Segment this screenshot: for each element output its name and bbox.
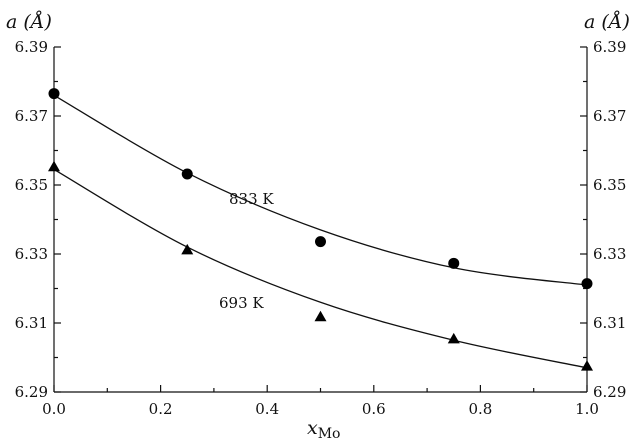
y-tick-label-right: 6.33 xyxy=(593,245,626,263)
y-tick-label-left: 6.35 xyxy=(15,176,48,194)
x-tick-label: 0.6 xyxy=(362,400,386,418)
y-tick-label-right: 6.29 xyxy=(593,383,626,401)
x-axis-title: xMo xyxy=(307,417,340,442)
data-point-triangle xyxy=(48,160,60,172)
fit-curves xyxy=(53,94,588,369)
fit-curve-833k xyxy=(53,94,588,286)
data-point-circle xyxy=(48,88,60,100)
y-tick-label-left: 6.39 xyxy=(15,38,48,56)
y-tick-label-right: 6.39 xyxy=(593,38,626,56)
x-tick-label: 0.8 xyxy=(468,400,492,418)
x-tick-label: 1.0 xyxy=(575,400,599,418)
y-axis-title-right: a (Å) xyxy=(584,11,630,33)
y-tick-label-left: 6.33 xyxy=(15,245,48,263)
y-tick-label-right: 6.37 xyxy=(593,107,626,125)
y-tick-label-left: 6.37 xyxy=(15,107,48,125)
x-tick-label: 0.4 xyxy=(255,400,279,418)
y-axis-title-left-text: a (Å) xyxy=(6,11,52,33)
series-label-833k: 833 K xyxy=(229,190,274,208)
data-point-triangle xyxy=(314,310,327,322)
y-tick-label-right: 6.35 xyxy=(593,176,626,194)
y-tick-label-left: 6.31 xyxy=(15,314,48,332)
x-tick-label: 0.0 xyxy=(42,400,66,418)
data-point-triangle xyxy=(581,360,593,371)
y-tick-label-left: 6.29 xyxy=(15,383,48,401)
x-axis-title-subscript: Mo xyxy=(318,426,341,442)
data-point-circle xyxy=(448,257,460,269)
data-point-triangle xyxy=(181,243,194,255)
data-markers xyxy=(48,88,593,371)
y-axis-title-left: a (Å) xyxy=(6,11,52,33)
y-tick-label-right: 6.31 xyxy=(593,314,626,332)
x-axis-title-text: x xyxy=(307,417,318,439)
data-point-circle xyxy=(181,168,193,180)
data-point-triangle xyxy=(447,332,460,344)
labels: a (Å) a (Å) xMo 833 K 693 K xyxy=(6,11,630,442)
x-tick-label: 0.2 xyxy=(149,400,173,418)
data-point-circle xyxy=(315,236,326,248)
ticks: 0.0 0.2 0.4 0.6 0.8 1.06.29 6.296.31 6.316.33 6.… xyxy=(15,38,627,418)
data-point-circle xyxy=(581,278,593,290)
series-label-693k: 693 K xyxy=(219,294,264,312)
axes xyxy=(53,47,588,393)
y-axis-title-right-text: a (Å) xyxy=(584,11,630,33)
fit-curve-693k xyxy=(53,168,588,369)
